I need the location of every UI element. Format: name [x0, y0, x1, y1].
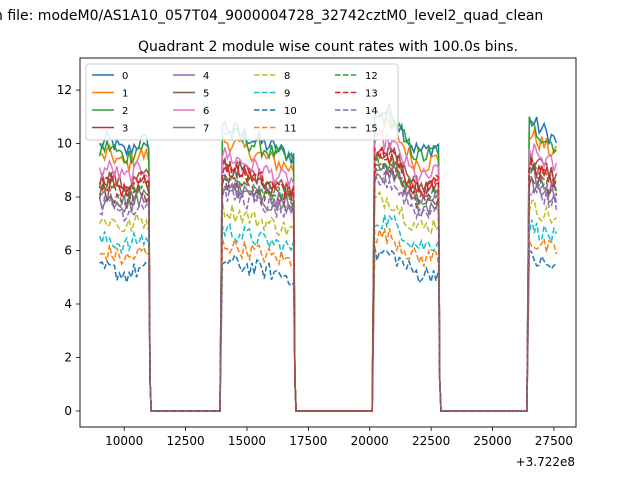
legend-label-5: 5 [203, 89, 209, 100]
legend-label-11: 11 [284, 124, 297, 135]
x-tick-label-25000: 25000 [473, 434, 511, 448]
y-tick-label-10: 10 [57, 137, 72, 151]
x-tick-label-17500: 17500 [289, 434, 327, 448]
series-line-5 [98, 142, 558, 412]
figure-suptitle: n file: modeM0/AS1A10_057T04_9000004728_… [0, 8, 543, 24]
x-tick-label-10000: 10000 [105, 434, 143, 448]
y-tick-label-8: 8 [64, 190, 72, 204]
x-tick-label-27500: 27500 [535, 434, 573, 448]
series-line-6 [98, 132, 558, 412]
series-line-0 [98, 103, 558, 412]
x-tick-label-22500: 22500 [412, 434, 450, 448]
legend-label-1: 1 [122, 89, 128, 100]
axes-frame [79, 57, 577, 428]
legend-label-4: 4 [203, 71, 209, 82]
series-line-3 [98, 145, 557, 412]
series-line-4 [99, 164, 558, 412]
legend-label-10: 10 [284, 106, 297, 117]
legend-label-15: 15 [365, 124, 378, 135]
plot-area: 10000 12500 15000 17500 20000 22500 25000 27500… [57, 57, 577, 448]
x-tick-label-20000: 20000 [351, 434, 389, 448]
legend-label-8: 8 [284, 71, 290, 82]
series-line-2 [98, 107, 557, 412]
series-line-14 [99, 172, 558, 412]
series-line-7 [98, 163, 558, 412]
legend-label-12: 12 [365, 71, 378, 82]
y-tick-label-4: 4 [64, 297, 72, 311]
series-line-15 [98, 161, 558, 412]
legend-label-9: 9 [284, 89, 290, 100]
legend-box [85, 63, 399, 141]
legend-label-3: 3 [122, 124, 128, 135]
legend-label-6: 6 [203, 106, 209, 117]
x-tick-label-15000: 15000 [228, 434, 266, 448]
series-line-13 [99, 146, 558, 412]
series-line-9 [98, 214, 558, 412]
x-tick-label-12500: 12500 [166, 434, 204, 448]
legend-label-2: 2 [122, 106, 128, 117]
legend-label-14: 14 [365, 106, 378, 117]
x-offset-label: +3.722e8 [516, 455, 575, 469]
y-tick-label-2: 2 [64, 350, 72, 364]
legend-label-13: 13 [365, 89, 378, 100]
series-line-1 [99, 115, 558, 412]
series-line-12 [98, 154, 558, 412]
series-line-11 [99, 227, 558, 412]
chart-title: Quadrant 2 module wise count rates with … [138, 39, 518, 55]
legend-label-0: 0 [122, 71, 128, 82]
y-tick-label-12: 12 [57, 83, 72, 97]
series-line-8 [98, 190, 557, 412]
legend-label-7: 7 [203, 124, 209, 135]
series-line-10 [99, 246, 557, 412]
y-tick-label-0: 0 [64, 404, 72, 418]
y-tick-label-6: 6 [64, 244, 72, 258]
